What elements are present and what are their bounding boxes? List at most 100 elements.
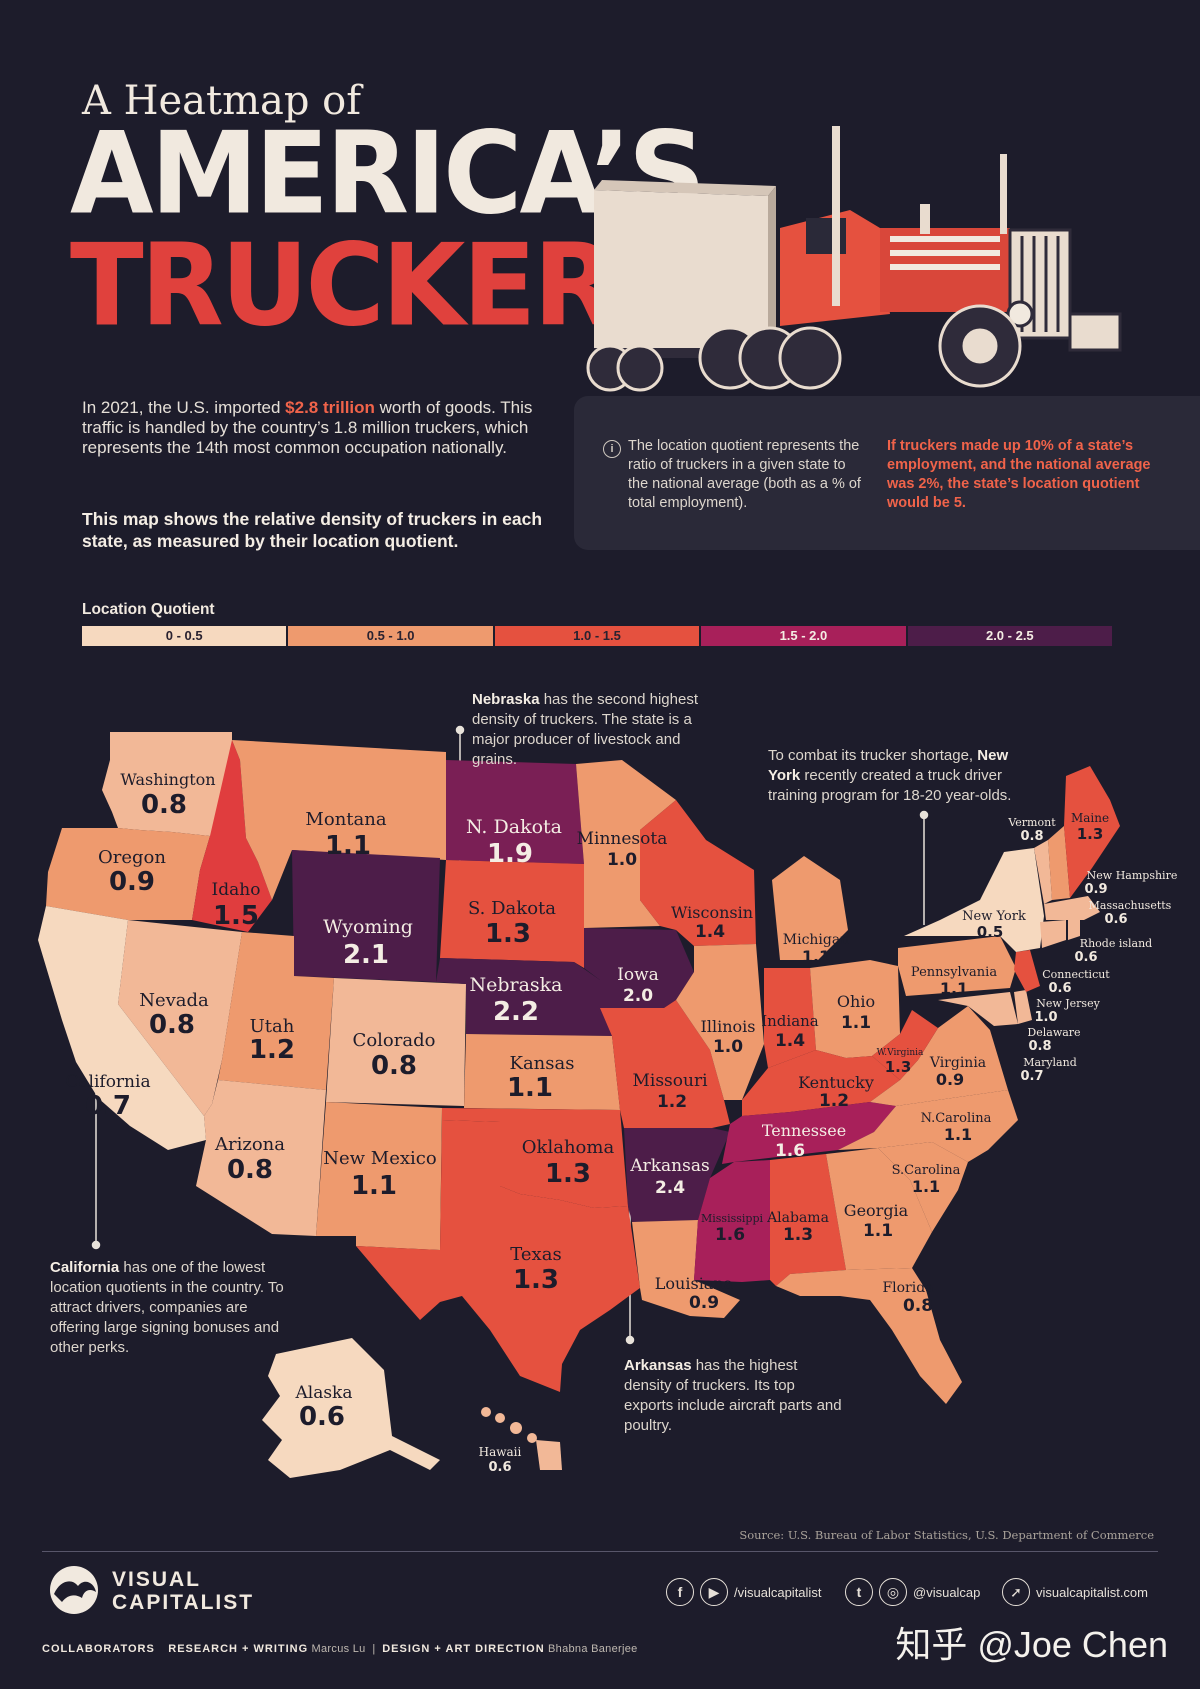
twitter-icon[interactable]: t xyxy=(845,1578,873,1606)
state-north-dakota xyxy=(446,760,584,864)
info-icon: i xyxy=(603,440,621,458)
import-value-highlight: $2.8 trillion xyxy=(285,398,375,417)
value-idaho: 1.5 xyxy=(213,901,259,931)
annotation-california: California has one of the lowest locatio… xyxy=(50,1259,284,1356)
value-ohio: 1.1 xyxy=(841,1013,871,1033)
label-new-york: New York xyxy=(962,909,1026,924)
state-louisiana xyxy=(632,1220,740,1318)
value-tennessee: 1.6 xyxy=(775,1141,805,1161)
value-delaware: 0.8 xyxy=(1028,1039,1051,1054)
label-wyoming: Wyoming xyxy=(323,916,413,938)
label-new-jersey: New Jersey xyxy=(1036,997,1100,1010)
label-iowa: Iowa xyxy=(617,965,659,985)
label-kentucky: Kentucky xyxy=(798,1073,874,1092)
value-alaska: 0.6 xyxy=(299,1402,345,1432)
label-alaska: Alaska xyxy=(294,1383,352,1403)
facebook-icon[interactable]: f xyxy=(666,1578,694,1606)
state-massachusetts xyxy=(1044,896,1100,920)
legend-bin-1: 0 - 0.5 xyxy=(82,626,287,646)
label-tennessee: Tennessee xyxy=(762,1121,846,1140)
legend-bin-3: 1.0 - 1.5 xyxy=(494,626,700,646)
state-wisconsin xyxy=(640,800,756,946)
value-nevada: 0.8 xyxy=(149,1010,195,1040)
state-texas xyxy=(356,1120,640,1392)
state-west-virginia xyxy=(872,1010,938,1080)
value-north-carolina: 1.1 xyxy=(944,1125,972,1144)
label-idaho: Idaho xyxy=(212,880,261,900)
label-arizona: Arizona xyxy=(214,1134,285,1155)
state-nevada xyxy=(118,920,242,1116)
label-rhode-island: Rhode island xyxy=(1080,937,1152,950)
social-visualcapitalist[interactable]: f ▶ /visualcapitalist xyxy=(666,1578,821,1606)
label-texas: Texas xyxy=(510,1244,561,1265)
label-virginia: Virginia xyxy=(929,1055,986,1071)
value-nebraska: 2.2 xyxy=(493,997,539,1027)
state-labels: Washington 0.8 Oregon 0.9 California 0.7… xyxy=(65,770,1026,1316)
label-oregon: Oregon xyxy=(98,847,166,868)
state-connecticut xyxy=(1040,920,1066,948)
value-louisiana: 0.9 xyxy=(689,1293,719,1313)
state-new-jersey xyxy=(1014,950,1040,992)
state-indiana xyxy=(764,968,816,1068)
cab xyxy=(780,126,1122,352)
visual-capitalist-logo-text: VISUAL CAPITALIST xyxy=(112,1568,255,1614)
website-link[interactable]: ➚ visualcapitalist.com xyxy=(1002,1578,1148,1606)
watermark: 知乎 @Joe Chen xyxy=(895,1624,1168,1665)
value-mississippi: 1.6 xyxy=(715,1225,745,1245)
value-wyoming: 2.1 xyxy=(343,940,389,970)
youtube-icon[interactable]: ▶ xyxy=(700,1578,728,1606)
label-south-dakota: S. Dakota xyxy=(468,898,556,919)
annotation-arkansas: Arkansas has the highest density of truc… xyxy=(624,1357,842,1434)
value-alabama: 1.3 xyxy=(783,1225,813,1245)
label-maine: Maine xyxy=(1071,811,1109,825)
label-north-dakota: N. Dakota xyxy=(466,816,562,838)
state-washington xyxy=(102,732,232,838)
truck-illustration xyxy=(586,126,1122,392)
state-illinois xyxy=(676,944,764,1100)
label-illinois: Illinois xyxy=(701,1017,756,1036)
label-nebraska: Nebraska xyxy=(469,974,562,996)
value-new-hampshire: 0.9 xyxy=(1084,882,1107,897)
value-hawaii: 0.6 xyxy=(488,1460,511,1475)
label-massachusetts: Massachusetts xyxy=(1089,899,1172,912)
source-note: Source: U.S. Bureau of Labor Statistics,… xyxy=(739,1528,1154,1542)
cursor-icon: ➚ xyxy=(1002,1578,1030,1606)
state-maryland xyxy=(938,992,1018,1026)
legend-bin-4: 1.5 - 2.0 xyxy=(701,626,906,646)
state-virginia xyxy=(870,1006,1008,1106)
credits: COLLABORATORS RESEARCH + WRITING Marcus … xyxy=(42,1643,638,1655)
state-arkansas xyxy=(624,1128,730,1222)
visual-capitalist-logo-icon xyxy=(50,1566,98,1614)
state-california xyxy=(38,906,206,1150)
label-colorado: Colorado xyxy=(353,1030,436,1051)
state-pennsylvania xyxy=(898,936,1016,996)
label-ohio: Ohio xyxy=(837,992,875,1011)
state-alabama xyxy=(770,1154,846,1286)
value-south-dakota: 1.3 xyxy=(485,919,531,949)
social-visualcap[interactable]: t ◎ @visualcap xyxy=(845,1578,980,1606)
label-connecticut: Connecticut xyxy=(1042,968,1110,981)
instagram-icon[interactable]: ◎ xyxy=(879,1578,907,1606)
label-vermont: Vermont xyxy=(1007,816,1056,829)
state-michigan xyxy=(772,856,848,960)
value-connecticut: 0.6 xyxy=(1048,981,1071,996)
value-texas: 1.3 xyxy=(513,1265,559,1295)
label-pennsylvania: Pennsylvania xyxy=(911,965,997,980)
state-utah xyxy=(218,932,334,1090)
value-michigan: 1.1 xyxy=(802,947,830,966)
legend-title: Location Quotient xyxy=(82,601,215,618)
state-missouri xyxy=(600,1000,730,1128)
label-oklahoma: Oklahoma xyxy=(522,1137,615,1158)
value-massachusetts: 0.6 xyxy=(1104,912,1127,927)
label-nevada: Nevada xyxy=(139,990,209,1011)
value-oklahoma: 1.3 xyxy=(545,1159,591,1189)
label-mississippi: Mississippi xyxy=(701,1212,763,1225)
value-arizona: 0.8 xyxy=(227,1155,273,1185)
legend-bin-2: 0.5 - 1.0 xyxy=(288,626,493,646)
value-arkansas: 2.4 xyxy=(655,1178,685,1198)
value-florida: 0.8 xyxy=(903,1296,933,1316)
state-tennessee xyxy=(722,1102,896,1164)
value-pennsylvania: 1.1 xyxy=(940,979,968,998)
state-new-hampshire xyxy=(1048,826,1070,900)
value-kentucky: 1.2 xyxy=(819,1091,849,1111)
